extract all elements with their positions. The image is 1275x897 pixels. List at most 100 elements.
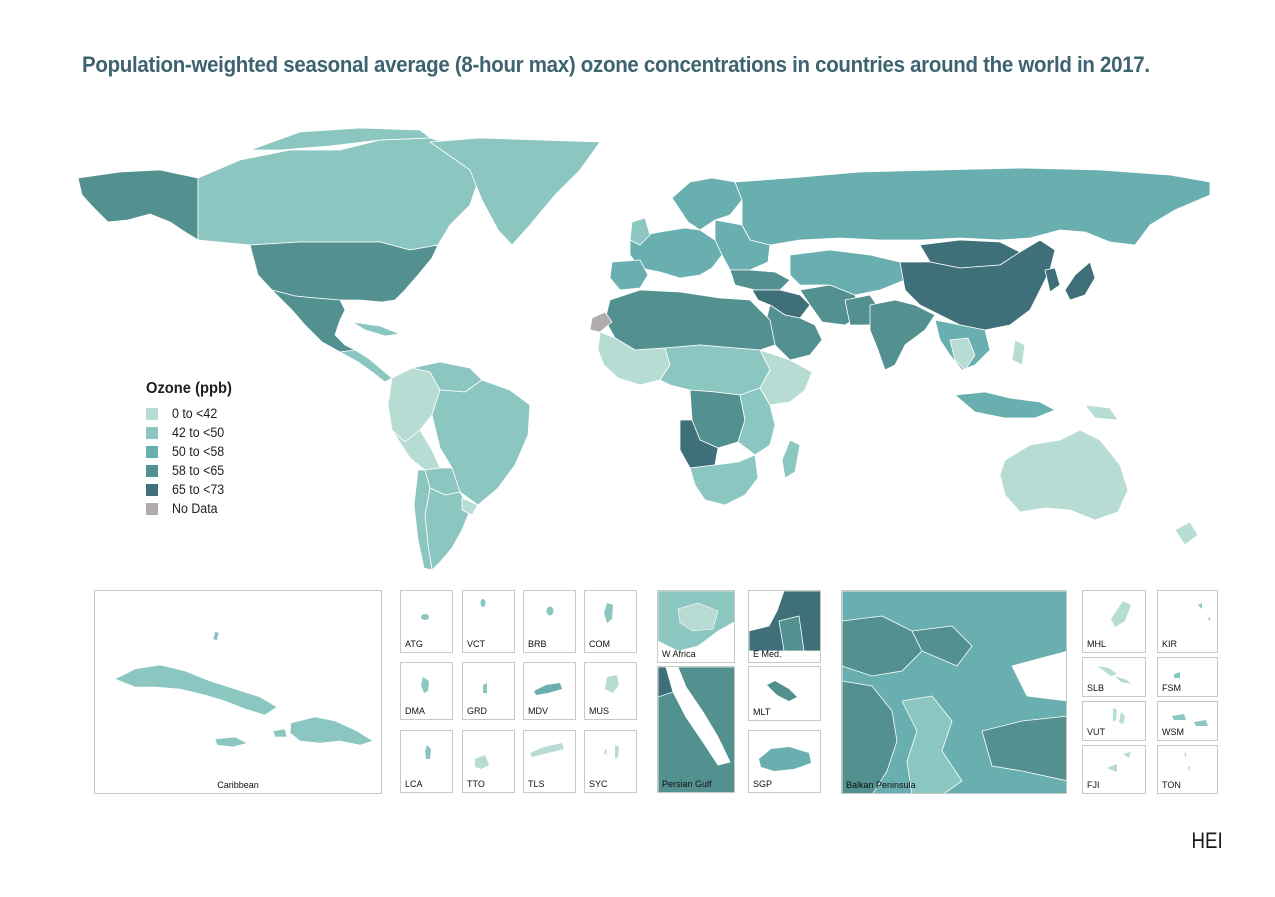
- philippines-region: [1011, 339, 1026, 366]
- legend-item: 0 to <42: [146, 404, 239, 423]
- inset-wsm: WSM: [1157, 701, 1218, 741]
- western-sahara-nodata: [589, 311, 613, 333]
- legend-item: 50 to <58: [146, 442, 239, 461]
- legend-swatch: [146, 426, 158, 439]
- inset-grd: GRD: [462, 662, 515, 720]
- inset-e-med: E Med.: [748, 590, 821, 663]
- inset-mus: MUS: [584, 662, 637, 720]
- russia-region: [734, 167, 1211, 246]
- eastern-europe-region: [714, 219, 771, 271]
- inset-label: FSM: [1162, 683, 1181, 693]
- inset-balkan: Balkan Peninsula: [841, 590, 1067, 794]
- japan-region: [1064, 261, 1096, 301]
- inset-com: COM: [584, 590, 637, 653]
- inset-lca: LCA: [400, 730, 453, 793]
- australia-region: [999, 429, 1129, 521]
- inset-label: KIR: [1162, 639, 1178, 649]
- legend-label: No Data: [172, 501, 218, 516]
- inset-label: SLB: [1087, 683, 1105, 693]
- new-zealand-region: [1174, 521, 1199, 546]
- east-africa-region: [737, 387, 776, 456]
- inset-label: TTO: [467, 779, 485, 789]
- inset-label: DMA: [405, 706, 425, 716]
- inset-ton: TON: [1157, 745, 1218, 794]
- peru-region: [391, 429, 441, 471]
- inset-label: TON: [1162, 780, 1181, 790]
- legend-swatch: [146, 483, 158, 496]
- inset-mlt: MLT: [748, 666, 821, 721]
- inset-caribbean: Caribbean: [94, 590, 382, 794]
- inset-fji: FJI: [1082, 745, 1146, 794]
- legend-swatch: [146, 502, 158, 515]
- inset-label: SYC: [589, 779, 608, 789]
- southern-africa-region: [689, 454, 759, 506]
- inset-label: SGP: [753, 779, 773, 789]
- inset-label: MDV: [528, 706, 548, 716]
- inset-slb: SLB: [1082, 657, 1146, 697]
- inset-label: W Africa: [662, 649, 696, 659]
- legend-label: 42 to <50: [172, 425, 225, 440]
- legend-label: 0 to <42: [172, 406, 218, 421]
- legend-item: 42 to <50: [146, 423, 239, 442]
- inset-dma: DMA: [400, 662, 453, 720]
- inset-w-africa: W Africa: [657, 590, 735, 663]
- inset-tls: TLS: [523, 730, 576, 793]
- inset-label: Balkan Peninsula: [846, 780, 916, 790]
- inset-label: MHL: [1087, 639, 1107, 649]
- china-region: [899, 239, 1056, 331]
- jamaica-shape: [214, 736, 248, 748]
- inset-vct: VCT: [462, 590, 515, 653]
- inset-label: COM: [589, 639, 610, 649]
- legend-item: No Data: [146, 499, 239, 518]
- inset-label: Caribbean: [217, 780, 259, 790]
- north-africa-region: [604, 289, 776, 351]
- map-title: Population-weighted seasonal average (8-…: [82, 52, 1150, 77]
- inset-label: GRD: [467, 706, 487, 716]
- india-region: [869, 299, 936, 371]
- inset-label: MUS: [589, 706, 609, 716]
- world-map: [77, 127, 1211, 571]
- inset-label: ATG: [405, 639, 423, 649]
- inset-label: WSM: [1162, 727, 1184, 737]
- thailand-region: [949, 337, 976, 371]
- inset-persian-gulf: Persian Gulf: [657, 666, 735, 793]
- cuba-shape: [114, 664, 278, 716]
- inset-brb: BRB: [523, 590, 576, 653]
- legend-title: Ozone (ppb): [146, 380, 232, 397]
- cuba-region: [351, 321, 401, 337]
- inset-kir: KIR: [1157, 590, 1218, 653]
- inset-atg: ATG: [400, 590, 453, 653]
- inset-label: E Med.: [753, 649, 782, 659]
- hispaniola-shape: [289, 716, 374, 746]
- legend-swatch: [146, 445, 158, 458]
- korea-region: [1044, 267, 1061, 293]
- inset-mhl: MHL: [1082, 590, 1146, 653]
- inset-label: Persian Gulf: [662, 779, 712, 789]
- caribbean-map: [114, 630, 374, 748]
- legend-item: 65 to <73: [146, 480, 239, 499]
- legend-swatch: [146, 407, 158, 420]
- uk-region: [629, 217, 651, 246]
- inset-vut: VUT: [1082, 701, 1146, 741]
- brazil-region: [431, 379, 531, 506]
- inset-sgp: SGP: [748, 730, 821, 793]
- canada-region: [197, 137, 481, 251]
- puerto-rico-shape: [272, 728, 288, 738]
- mexico-region: [271, 289, 356, 353]
- legend: Ozone (ppb) 0 to <42 42 to <50 50 to <58…: [146, 380, 239, 518]
- legend-label: 65 to <73: [172, 482, 225, 497]
- bahamas-shape: [212, 630, 220, 642]
- colombia-region: [387, 367, 441, 443]
- scandinavia-region: [671, 177, 743, 231]
- inset-label: FJI: [1087, 780, 1100, 790]
- png-region: [1084, 404, 1119, 421]
- inset-label: BRB: [528, 639, 547, 649]
- inset-mdv: MDV: [523, 662, 576, 720]
- inset-tto: TTO: [462, 730, 515, 793]
- greenland-region: [429, 137, 601, 246]
- turkey-region: [729, 269, 791, 291]
- inset-label: TLS: [528, 779, 545, 789]
- inset-label: LCA: [405, 779, 423, 789]
- angola-region: [679, 419, 719, 469]
- legend-swatch: [146, 464, 158, 477]
